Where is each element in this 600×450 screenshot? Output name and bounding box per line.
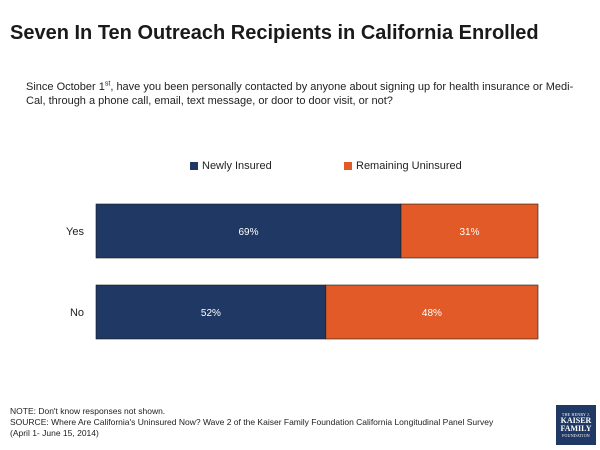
source-text: SOURCE: Where Are California's Uninsured… — [10, 417, 494, 438]
legend-item-remaining-uninsured: Remaining Uninsured — [344, 160, 462, 172]
legend-label-newly-insured: Newly Insured — [202, 160, 272, 172]
legend-swatch-remaining-uninsured — [344, 162, 352, 170]
legend-item-newly-insured: Newly Insured — [190, 160, 272, 172]
survey-question: Since October 1st, have you been persona… — [26, 80, 586, 108]
question-superscript: st — [104, 80, 111, 88]
logo-line-1: THE HENRY J. — [561, 412, 591, 417]
legend-label-remaining-uninsured: Remaining Uninsured — [356, 160, 462, 172]
data-label-yes-newly-insured: 69% — [238, 227, 258, 238]
legend-swatch-newly-insured — [190, 162, 198, 170]
category-label-yes: Yes — [66, 226, 84, 238]
logo-line-3: FAMILY — [560, 424, 592, 433]
data-label-yes-remaining-uninsured: 31% — [459, 227, 479, 238]
bar-no-newly-insured — [95, 284, 327, 340]
logo-line-2: KAISER — [560, 416, 592, 425]
note-text: NOTE: Don't know responses not shown. — [10, 406, 166, 416]
data-label-no-newly-insured: 52% — [201, 308, 221, 319]
category-label-no: No — [70, 307, 84, 319]
kff-logo: THE HENRY J. KAISER FAMILY FOUNDATION — [556, 405, 596, 445]
chart-notes: NOTE: Don't know responses not shown. SO… — [10, 406, 510, 439]
question-text-start: Since October 1 — [26, 81, 105, 93]
page-title: Seven In Ten Outreach Recipients in Cali… — [10, 22, 539, 44]
question-text-end: , have you been personally contacted by … — [26, 81, 574, 107]
logo-line-4: FOUNDATION — [562, 433, 590, 438]
bar-yes-newly-insured — [95, 203, 402, 259]
bar-no-remaining-uninsured — [325, 284, 539, 340]
bar-yes-remaining-uninsured — [400, 203, 539, 259]
data-label-no-remaining-uninsured: 48% — [422, 308, 442, 319]
